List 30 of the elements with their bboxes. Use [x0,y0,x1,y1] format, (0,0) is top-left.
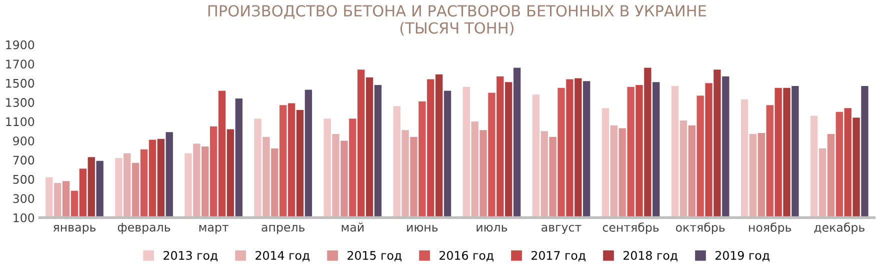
y-tick-label: 1300 [6,98,34,107]
legend-label: 2014 год [256,250,310,262]
legend-label: 2016 год [440,250,494,262]
x-tick-label: ноябрь [749,222,792,234]
y-tick-label: 900 [13,136,34,146]
y-tick-label: 1900 [6,40,34,50]
x-tick-label: апрель [262,224,305,234]
legend-label: 2013 год [164,250,218,262]
legend-label: 2019 год [716,250,770,262]
x-tick-label: декабрь [814,222,864,234]
y-tick-label: 300 [13,194,34,204]
legend-label: 2015 год [348,250,402,262]
legend-label: 2017 год [532,250,586,262]
chart-title: ПРОИЗВОДСТВО БЕТОНА И РАСТВОРОВ БЕТОННЫХ В УКРАИНЕ (ТЫСЯЧ ТОНН) [208,5,706,36]
y-tick-label: 100 [14,213,34,222]
x-tick-label: март [199,224,228,234]
y-tick-label: 1100 [6,117,34,126]
x-tick-label: июнь [407,224,438,232]
y-tick-label: 700 [13,156,34,165]
y-tick-label: 1500 [6,78,34,88]
x-tick-label: сентябрь [602,222,659,234]
x-tick-label: май [342,222,364,232]
x-tick-label: июль [476,224,508,232]
y-tick-label: 500 [13,174,34,184]
x-tick-label: февраль [118,222,170,234]
x-tick-label: январь [53,224,96,234]
x-tick-label: август [542,224,582,234]
x-tick-label: октябрь [676,222,725,234]
legend-label: 2018 год [624,250,678,262]
y-tick-label: 1700 [6,60,34,69]
